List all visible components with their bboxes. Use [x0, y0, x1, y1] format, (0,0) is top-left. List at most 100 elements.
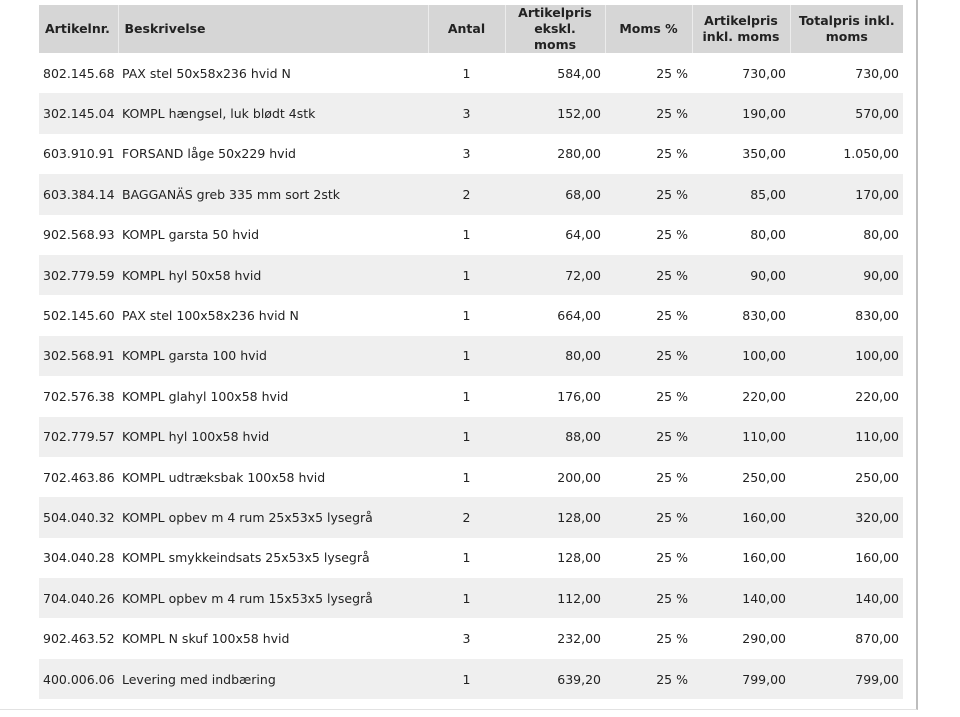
page-frame	[0, 0, 918, 710]
table-cell: 25 %	[656, 227, 688, 243]
table-cell: 220,00	[742, 388, 786, 404]
table-cell: KOMPL N skuf 100x58 hvid	[122, 631, 290, 647]
table-cell: PAX stel 100x58x236 hvid N	[122, 308, 299, 324]
table-cell: 85,00	[692, 174, 790, 215]
table-cell: 25 %	[605, 497, 692, 538]
table-cell: 1.050,00	[843, 146, 899, 162]
table-cell: 502.145.60	[43, 308, 115, 324]
table-cell: 100,00	[790, 335, 903, 377]
table-cell: 220,00	[855, 388, 899, 404]
table-cell: 702.463.86	[43, 469, 115, 485]
table-cell: 702.576.38	[43, 388, 115, 404]
table-cell: 302.779.59	[39, 254, 118, 296]
table-cell: 160,00	[855, 550, 899, 566]
table-cell: 603.910.91	[43, 146, 115, 162]
table-cell: 88,00	[505, 416, 605, 457]
table-cell: 1	[462, 227, 471, 243]
table-cell: KOMPL smykkeindsats 25x53x5 lysegrå	[122, 550, 370, 566]
table-cell: 1	[428, 416, 505, 457]
table-cell: 1	[428, 254, 505, 296]
table-cell: 870,00	[855, 631, 899, 647]
table-cell: KOMPL hyl 100x58 hvid	[118, 416, 428, 457]
table-cell: 64,00	[565, 227, 601, 243]
table-cell: 25 %	[656, 550, 688, 566]
table-cell: 1	[428, 658, 505, 700]
table-cell: 110,00	[692, 416, 790, 457]
table-row: 302.145.04 KOMPL hængsel, luk blødt 4stk 3…	[39, 93, 903, 134]
table-cell: 25 %	[656, 65, 688, 81]
table-cell: 25 %	[656, 631, 688, 647]
table-cell: 25 %	[656, 308, 688, 324]
table-cell: 902.568.93	[43, 227, 115, 243]
table-cell: KOMPL garsta 50 hvid	[122, 227, 259, 243]
table-cell: BAGGANÄS greb 335 mm sort 2stk	[118, 174, 428, 215]
table-cell: 25 %	[605, 93, 692, 134]
table-cell: KOMPL hængsel, luk blødt 4stk	[118, 93, 428, 134]
table-cell: 72,00	[505, 254, 605, 296]
table-cell: 350,00	[742, 146, 786, 162]
table-cell: 304.040.28	[43, 550, 115, 566]
table-row: 702.576.38 KOMPL glahyl 100x58 hvid 1 176,0…	[39, 376, 903, 416]
table-cell: 1	[462, 388, 471, 404]
table-cell: 799,00	[692, 658, 790, 700]
table-cell: 140,00	[692, 578, 790, 619]
table-cell: 176,00	[557, 388, 601, 404]
table-cell: 25 %	[605, 416, 692, 457]
table-row: 302.568.91 KOMPL garsta 100 hvid 1 80,00 25 …	[39, 335, 903, 377]
table-cell: 80,00	[505, 335, 605, 377]
table-cell: 570,00	[790, 93, 903, 134]
table-cell: 302.568.91	[39, 335, 118, 377]
table-cell: KOMPL garsta 100 hvid	[118, 335, 428, 377]
table-cell: 302.145.04	[39, 93, 118, 134]
header-cell: Antal	[427, 5, 505, 53]
table-cell: 25 %	[605, 335, 692, 377]
table-cell: 280,00	[557, 146, 601, 162]
table-cell: 110,00	[790, 416, 903, 457]
table-cell: 112,00	[505, 578, 605, 619]
table-cell: 152,00	[505, 93, 605, 134]
table-cell: 730,00	[855, 65, 899, 81]
table-cell: 400.006.06	[39, 658, 118, 700]
table-cell: 584,00	[557, 65, 601, 81]
header-cell: Moms %	[604, 5, 692, 53]
table-cell: 1	[462, 550, 471, 566]
table-row: 502.145.60 PAX stel 100x58x236 hvid N 1 664…	[39, 295, 903, 335]
table-cell: 160,00	[692, 497, 790, 538]
table-cell: 190,00	[692, 93, 790, 134]
table-cell: 68,00	[505, 174, 605, 215]
table-cell: 1	[462, 65, 471, 81]
table-cell: 830,00	[855, 308, 899, 324]
table-cell: 25 %	[605, 578, 692, 619]
table-cell: 730,00	[742, 65, 786, 81]
table-cell: 25 %	[656, 388, 688, 404]
table-cell: 25 %	[605, 254, 692, 296]
table-cell: 80,00	[863, 227, 899, 243]
header-cell: Artikelpris inkl. moms	[691, 5, 790, 53]
table-row: 902.463.52 KOMPL N skuf 100x58 hvid 3 232,0…	[39, 618, 903, 658]
table-cell: 80,00	[750, 227, 786, 243]
table-cell: 702.779.57	[39, 416, 118, 457]
table-cell: 664,00	[557, 308, 601, 324]
table-cell: KOMPL hyl 50x58 hvid	[118, 254, 428, 296]
table-cell: KOMPL opbev m 4 rum 15x53x5 lysegrå	[118, 578, 428, 619]
table-cell: 170,00	[790, 174, 903, 215]
table-row: 302.779.59 KOMPL hyl 50x58 hvid 1 72,00 25 %…	[39, 254, 903, 296]
table-cell: 1	[462, 308, 471, 324]
table-cell: 902.463.52	[43, 631, 115, 647]
table-cell: 504.040.32	[39, 497, 118, 538]
table-row: 504.040.32 KOMPL opbev m 4 rum 25x53x5 ly…	[39, 497, 903, 538]
order-table: Artikelnr. Beskrivelse Antal Artikelpris ek…	[39, 5, 903, 700]
table-cell: KOMPL opbev m 4 rum 25x53x5 lysegrå	[118, 497, 428, 538]
table-cell: 128,00	[557, 550, 601, 566]
table-row: 304.040.28 KOMPL smykkeindsats 25x53x5 ly…	[39, 538, 903, 578]
table-cell: 320,00	[790, 497, 903, 538]
header-cell: Totalpris inkl. moms	[789, 5, 903, 53]
table-cell: 25 %	[605, 658, 692, 700]
table-cell: 603.384.14	[39, 174, 118, 215]
table-cell: 3	[462, 146, 471, 162]
table-row: 702.463.86 KOMPL udtræksbak 100x58 hvid 1 2…	[39, 457, 903, 497]
table-cell: 3	[462, 631, 471, 647]
table-row: 802.145.68 PAX stel 50x58x236 hvid N 1 584,…	[39, 53, 903, 93]
table-cell: 200,00	[557, 469, 601, 485]
